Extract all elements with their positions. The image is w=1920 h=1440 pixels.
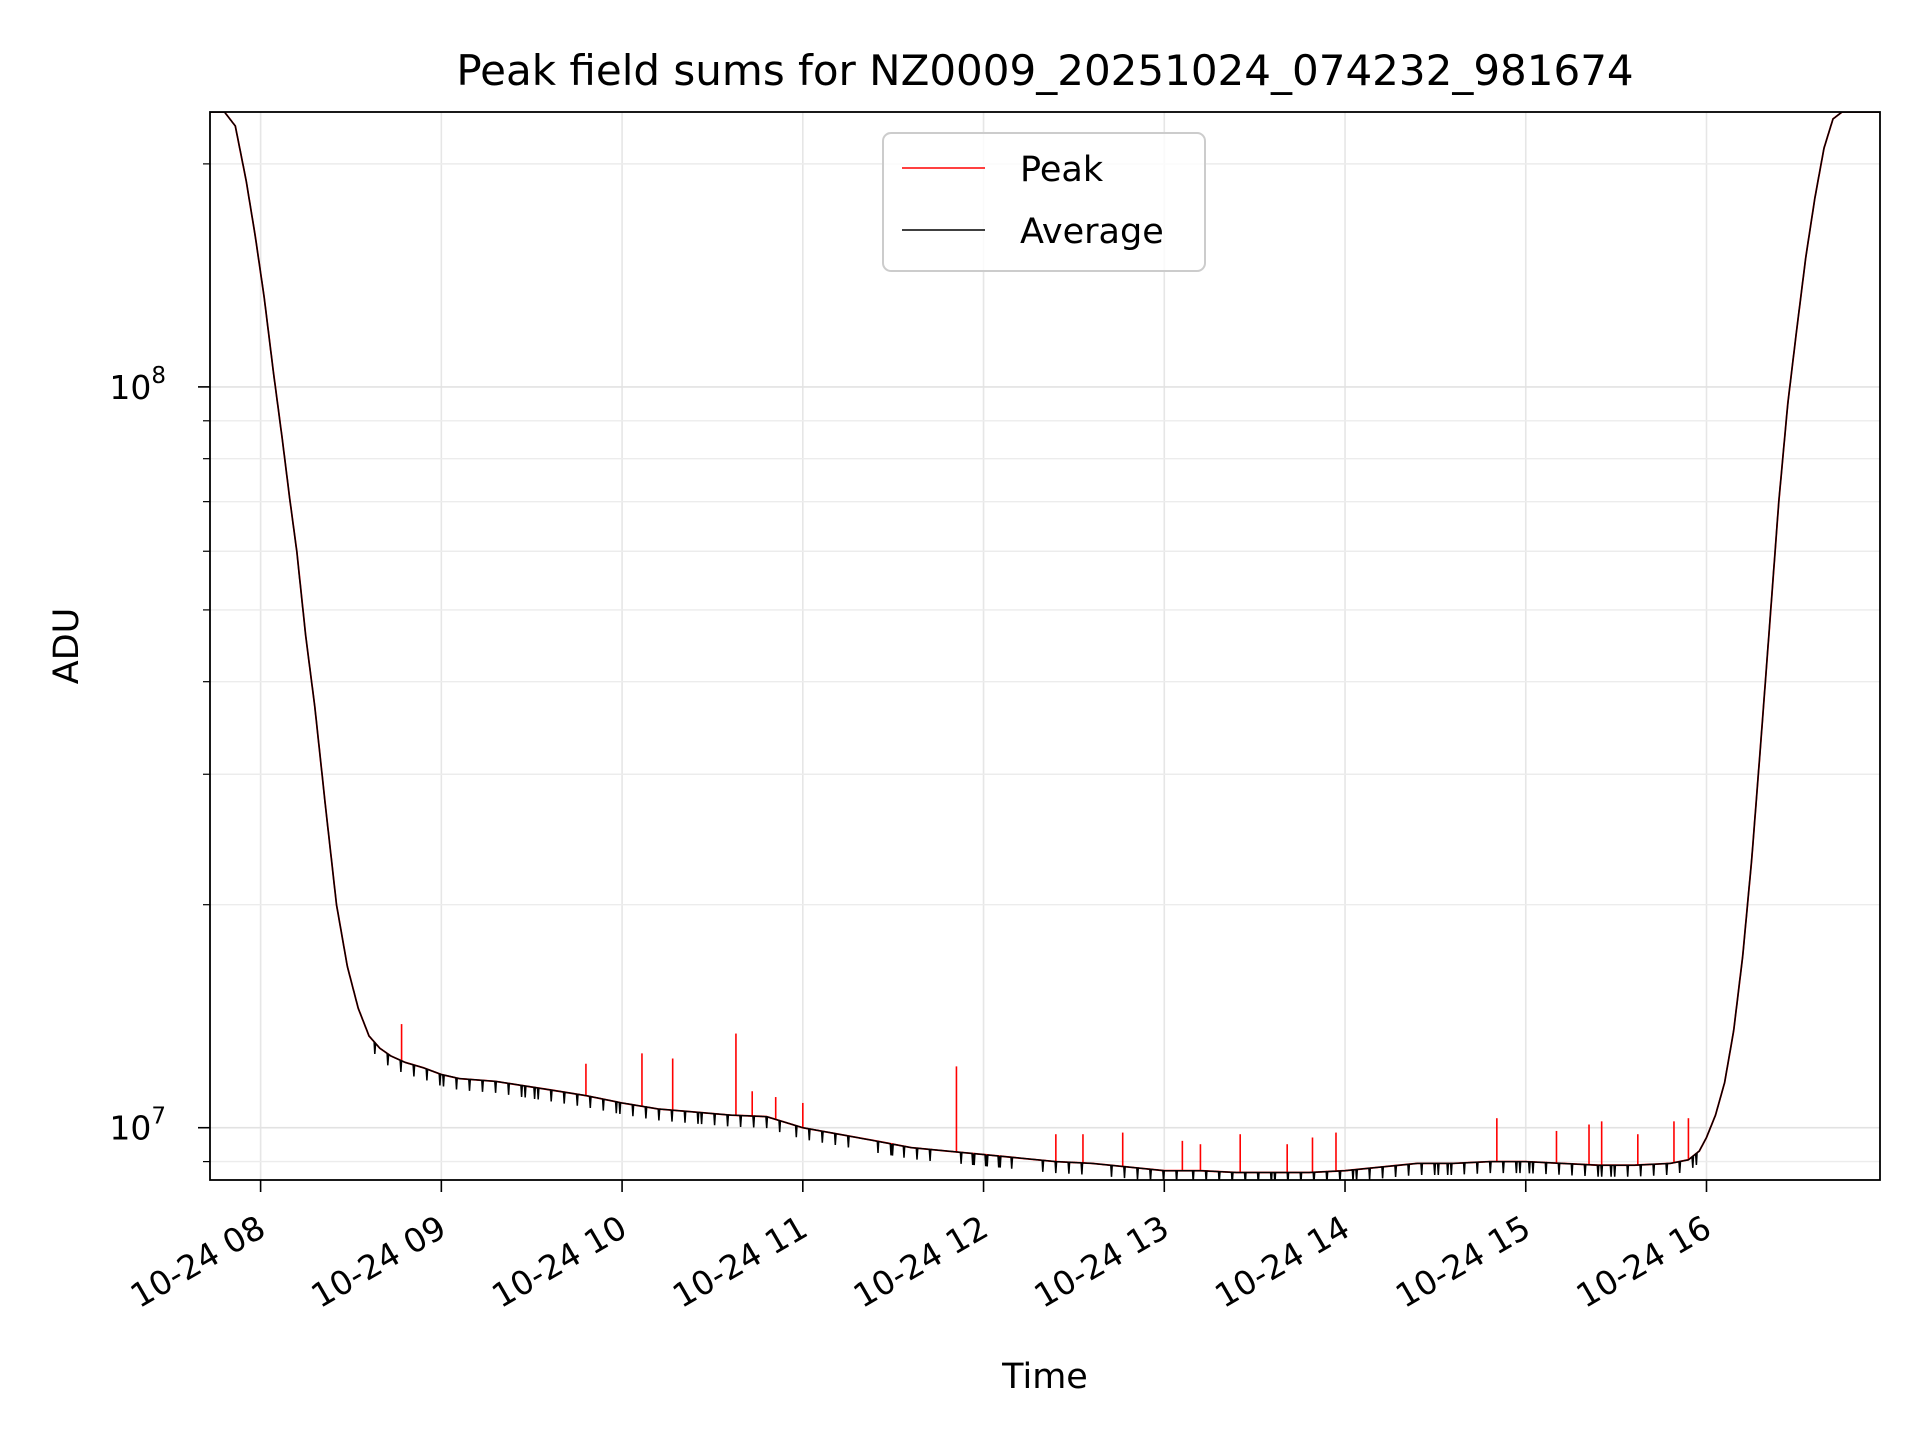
plot-series [210, 112, 1880, 1180]
legend-peak-label: Peak [1020, 150, 1104, 190]
legend: Peak Average [882, 132, 1206, 272]
plot-area-frame [209, 111, 1881, 1181]
chart-title: Peak field sums for NZ0009_20251024_0742… [456, 46, 1633, 95]
y-axis: 107 108 [109, 163, 210, 1163]
x-axis-label: Time [1001, 1357, 1088, 1397]
legend-average-label: Average [1020, 212, 1164, 252]
average-series-line [210, 112, 1880, 1180]
y-tick-label: 108 [109, 363, 166, 407]
y-tick-label: 107 [109, 1104, 166, 1148]
y-axis-label: ADU [47, 608, 87, 685]
